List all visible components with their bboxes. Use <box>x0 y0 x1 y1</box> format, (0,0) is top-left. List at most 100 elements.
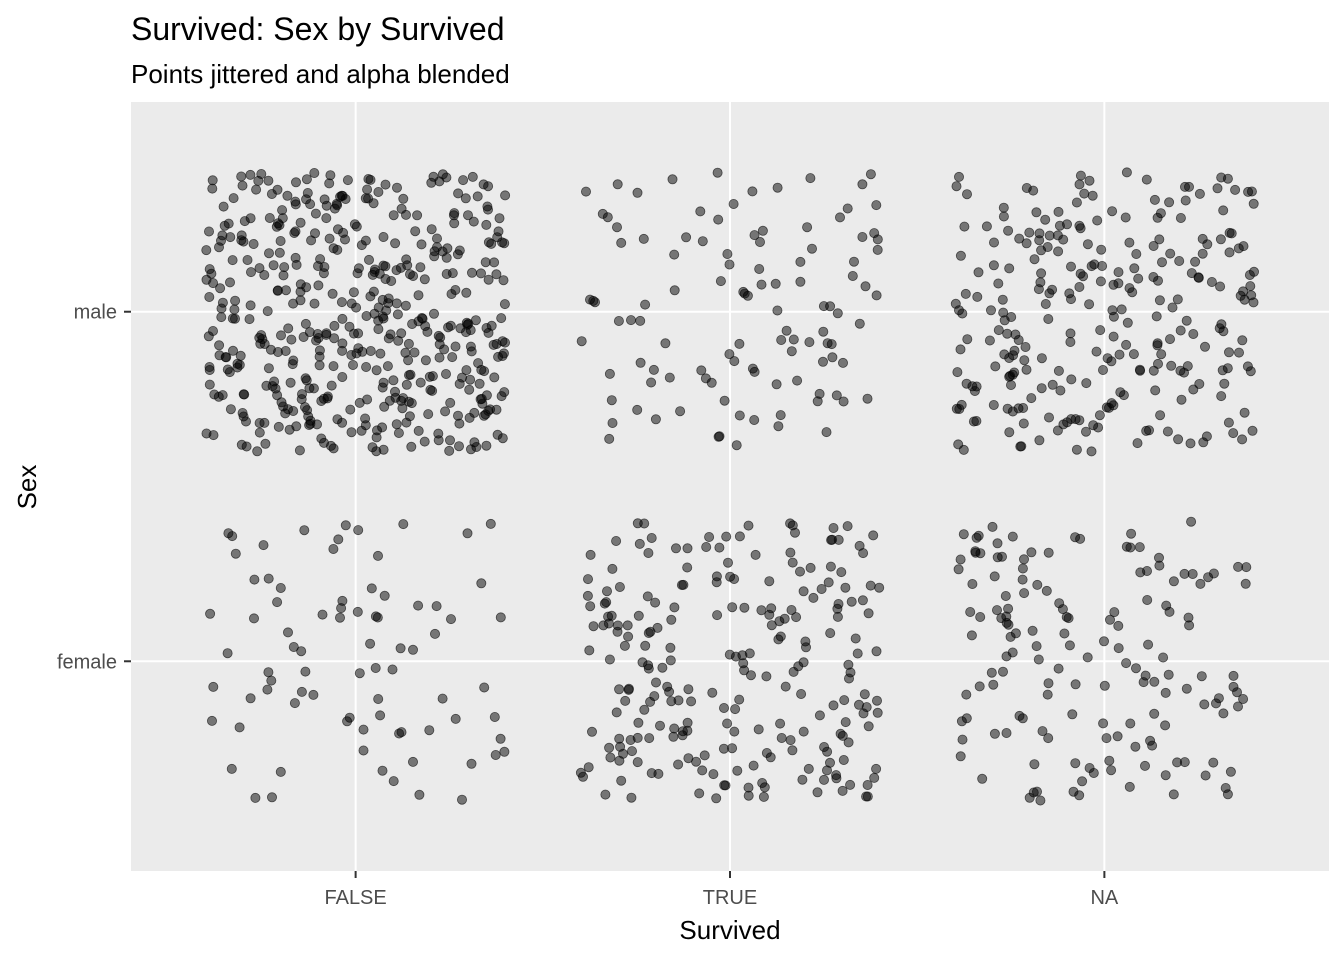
data-point <box>461 287 472 298</box>
data-point <box>1150 385 1161 396</box>
data-point <box>1086 261 1097 272</box>
data-point <box>413 290 424 301</box>
data-point <box>1108 279 1119 290</box>
data-point <box>472 191 483 202</box>
data-point <box>428 308 439 319</box>
data-point <box>353 525 364 536</box>
data-point <box>984 335 995 346</box>
data-point <box>743 520 754 531</box>
data-point <box>1043 733 1054 744</box>
data-point <box>734 531 745 542</box>
data-point <box>967 579 978 590</box>
data-point <box>290 252 301 263</box>
data-point <box>772 182 783 193</box>
data-point <box>1068 786 1079 797</box>
data-point <box>775 410 786 421</box>
data-point <box>423 409 434 420</box>
data-point <box>1081 426 1092 437</box>
data-point <box>419 274 430 285</box>
data-point <box>489 712 500 723</box>
data-point <box>651 677 662 688</box>
data-point <box>858 708 869 719</box>
data-point <box>862 393 873 404</box>
data-point <box>1176 394 1187 405</box>
data-point <box>1164 197 1175 208</box>
data-point <box>254 427 265 438</box>
data-point <box>612 620 623 631</box>
data-point <box>296 394 307 405</box>
data-point <box>354 397 365 408</box>
data-point <box>632 404 643 415</box>
data-point <box>1148 365 1159 376</box>
data-point <box>857 231 868 242</box>
data-point <box>393 335 404 346</box>
data-point <box>682 543 693 554</box>
data-point <box>713 214 724 225</box>
data-point <box>1143 639 1154 650</box>
data-point <box>329 320 340 331</box>
data-point <box>1001 728 1012 739</box>
data-point <box>999 349 1010 360</box>
data-point <box>407 318 418 329</box>
data-point <box>1218 205 1229 216</box>
data-point <box>264 212 275 223</box>
data-point <box>764 576 775 587</box>
data-point <box>812 787 823 798</box>
data-point <box>673 759 684 770</box>
data-point <box>263 363 274 374</box>
chart-title: Survived: Sex by Survived <box>131 11 505 47</box>
data-point <box>214 340 225 351</box>
data-point <box>222 648 233 659</box>
data-point <box>272 597 283 608</box>
data-point <box>479 682 490 693</box>
data-point <box>204 291 215 302</box>
data-point <box>1158 652 1169 663</box>
data-point <box>346 349 357 360</box>
data-point <box>263 667 274 678</box>
data-point <box>346 427 357 438</box>
data-point <box>748 760 759 771</box>
data-point <box>788 666 799 677</box>
data-point <box>958 529 969 540</box>
data-point <box>787 745 798 756</box>
data-point <box>416 239 427 250</box>
data-point <box>216 303 227 314</box>
data-point <box>366 583 377 594</box>
data-point <box>445 614 456 625</box>
data-point <box>711 793 722 804</box>
data-point <box>351 302 362 313</box>
data-point <box>1121 339 1132 350</box>
data-point <box>644 733 655 744</box>
data-point <box>494 213 505 224</box>
data-point <box>623 683 634 694</box>
data-point <box>1096 244 1107 255</box>
data-point <box>245 169 256 180</box>
data-point <box>358 724 369 735</box>
data-point <box>1124 283 1135 294</box>
data-point <box>1064 640 1075 651</box>
data-point <box>282 627 293 638</box>
data-point <box>1154 295 1165 306</box>
data-point <box>840 582 851 593</box>
data-point <box>1215 234 1226 245</box>
data-point <box>1070 758 1081 769</box>
data-point <box>481 440 492 451</box>
data-point <box>415 262 426 273</box>
data-point <box>955 250 966 261</box>
data-point <box>223 528 234 539</box>
data-point <box>1071 197 1082 208</box>
data-point <box>604 433 615 444</box>
data-point <box>1238 694 1249 705</box>
data-point <box>1042 689 1053 700</box>
data-point <box>1124 781 1135 792</box>
data-point <box>328 544 339 555</box>
data-point <box>205 608 216 619</box>
data-point <box>245 213 256 224</box>
data-point <box>1113 643 1124 654</box>
data-point <box>318 437 329 448</box>
data-point <box>869 772 880 783</box>
data-point <box>795 256 806 267</box>
data-point <box>229 304 240 315</box>
data-point <box>854 540 865 551</box>
data-point <box>450 284 461 295</box>
